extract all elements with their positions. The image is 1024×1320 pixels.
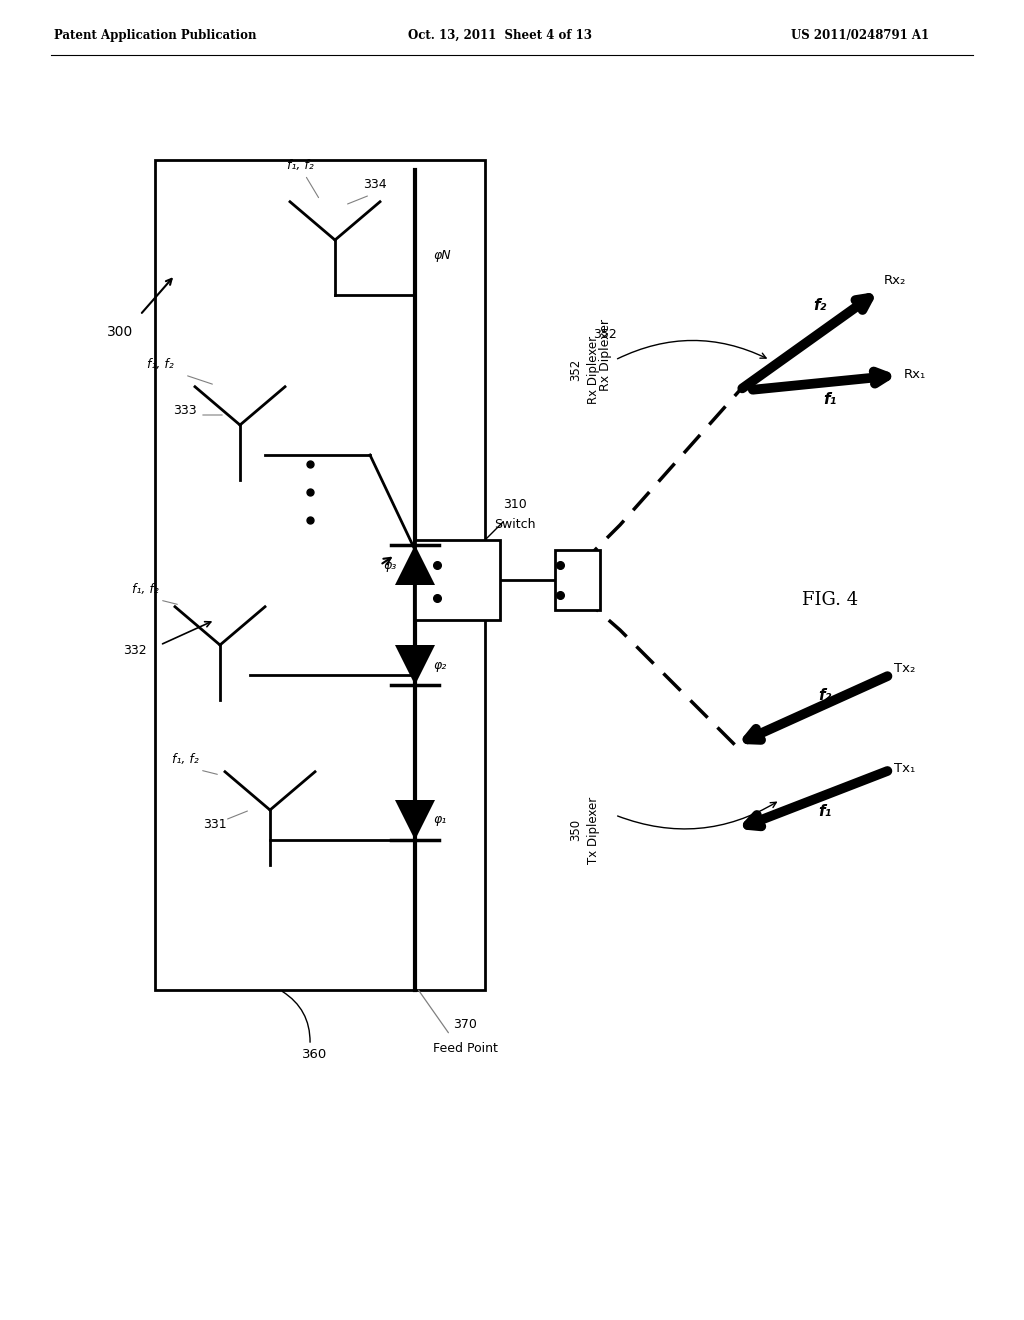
Text: Rx₂: Rx₂ xyxy=(884,273,906,286)
Text: 300: 300 xyxy=(106,325,133,339)
Text: f₂: f₂ xyxy=(818,688,831,702)
Text: φ₃: φ₃ xyxy=(384,558,397,572)
Text: FIG. 4: FIG. 4 xyxy=(802,591,858,609)
Text: Patent Application Publication: Patent Application Publication xyxy=(53,29,256,41)
Text: f₁, f₂: f₁, f₂ xyxy=(172,754,199,767)
Text: 352
Rx Diplexer: 352 Rx Diplexer xyxy=(569,335,600,404)
Text: Feed Point: Feed Point xyxy=(432,1041,498,1055)
Text: Rx Diplexer: Rx Diplexer xyxy=(598,319,611,391)
Text: φN: φN xyxy=(433,248,451,261)
Text: 331: 331 xyxy=(203,818,226,832)
Text: 352: 352 xyxy=(593,329,616,342)
Text: Oct. 13, 2011  Sheet 4 of 13: Oct. 13, 2011 Sheet 4 of 13 xyxy=(408,29,592,41)
Text: 310: 310 xyxy=(503,499,527,511)
Bar xyxy=(555,550,600,610)
Text: Tx₂: Tx₂ xyxy=(894,661,915,675)
Text: 333: 333 xyxy=(173,404,197,417)
Text: φ₁: φ₁ xyxy=(433,813,446,826)
Text: φ₂: φ₂ xyxy=(433,659,446,672)
Text: 350
Tx Diplexer: 350 Tx Diplexer xyxy=(569,796,600,863)
Text: f₁, f₂: f₁, f₂ xyxy=(146,359,173,371)
Text: 334: 334 xyxy=(364,178,387,191)
Polygon shape xyxy=(395,645,435,685)
Text: Tx₁: Tx₁ xyxy=(894,762,915,775)
Bar xyxy=(155,160,485,990)
Text: f₁: f₁ xyxy=(823,392,837,408)
Text: Switch: Switch xyxy=(495,519,536,532)
Text: 360: 360 xyxy=(302,1048,328,1061)
Text: f₁, f₂: f₁, f₂ xyxy=(287,158,313,172)
Text: 332: 332 xyxy=(123,644,146,656)
Text: 370: 370 xyxy=(453,1019,477,1031)
Text: f₁: f₁ xyxy=(818,804,831,820)
Polygon shape xyxy=(395,800,435,840)
Text: US 2011/0248791 A1: US 2011/0248791 A1 xyxy=(791,29,929,41)
Polygon shape xyxy=(395,545,435,585)
Text: Rx₁: Rx₁ xyxy=(904,368,926,381)
Text: f₂: f₂ xyxy=(813,297,826,313)
Bar xyxy=(415,540,500,620)
Text: f₁, f₂: f₁, f₂ xyxy=(132,583,159,597)
